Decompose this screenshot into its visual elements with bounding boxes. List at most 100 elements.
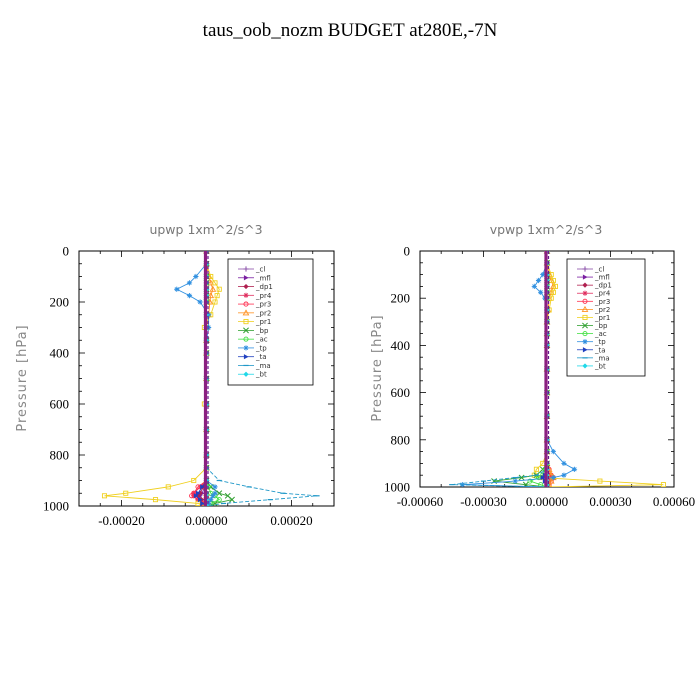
legend-label: _pr4 — [594, 290, 611, 298]
legend-marker — [243, 275, 249, 281]
data-point — [571, 466, 578, 472]
x-tick-label: 0.00000 — [185, 513, 227, 528]
data-point — [527, 478, 533, 484]
data-point — [152, 497, 159, 503]
legend: _cl_mfl_dp1_pr4_pr3_pr2_pr1_bp_ac_tp_ta_… — [227, 258, 314, 386]
legend-marker — [243, 283, 249, 290]
legend-marker — [243, 319, 249, 325]
legend-label: _bt — [255, 371, 267, 379]
data-point — [212, 484, 218, 490]
legend-label: _bt — [594, 362, 606, 370]
data-point — [212, 490, 218, 496]
x-tick-label: -0.00030 — [460, 494, 507, 509]
data-point — [216, 490, 223, 497]
data-point — [552, 283, 558, 289]
legend-label: _bp — [594, 322, 608, 330]
data-point — [550, 277, 556, 284]
series-line-bp — [494, 251, 548, 487]
legend-label: _ac — [255, 336, 268, 344]
legend-marker — [582, 266, 588, 272]
x-tick-label: 0.00020 — [270, 513, 312, 528]
series-group — [101, 251, 320, 506]
data-point — [195, 484, 201, 490]
legend-marker — [243, 371, 249, 377]
x-tick-label: -0.00060 — [397, 494, 444, 509]
y-axis-label: Pressure [hPa] — [15, 324, 30, 431]
legend-marker — [582, 331, 588, 337]
legend-label: _dp1 — [255, 283, 273, 291]
data-point — [550, 474, 556, 481]
y-tick-label: 600 — [391, 385, 411, 400]
figure-title: taus_oob_nozm BUDGET at280E,-7N — [202, 20, 498, 41]
legend-label: _ma — [255, 362, 271, 370]
data-point — [197, 299, 203, 305]
legend-marker — [582, 298, 588, 304]
data-point — [200, 484, 205, 490]
y-tick-label: 600 — [50, 397, 70, 412]
legend-marker — [581, 305, 589, 312]
legend-marker — [243, 336, 249, 342]
legend-label: _ta — [255, 353, 267, 361]
legend-label: _bp — [255, 327, 269, 335]
legend-label: _pr1 — [255, 318, 271, 326]
data-point — [208, 497, 214, 503]
y-tick-label: 200 — [50, 295, 70, 310]
x-tick-label: 0.00030 — [589, 494, 631, 509]
data-point — [165, 484, 171, 490]
legend-marker — [582, 339, 588, 345]
series-line-pr1 — [104, 251, 220, 506]
data-point — [212, 299, 218, 305]
legend-label: _mfl — [255, 274, 271, 282]
legend-marker — [582, 282, 588, 288]
legend-marker — [243, 354, 249, 360]
x-tick-label: -0.00020 — [98, 513, 145, 528]
data-point — [207, 292, 215, 299]
data-point — [533, 466, 539, 472]
x-tick-label: 0.00000 — [526, 494, 568, 509]
data-point — [512, 478, 518, 484]
data-point — [538, 289, 544, 295]
data-point — [186, 293, 193, 299]
legend-label: _pr1 — [594, 314, 610, 322]
legend-label: _cl — [594, 266, 604, 274]
data-point — [214, 293, 220, 299]
data-point — [123, 490, 129, 496]
legend-marker — [582, 314, 588, 320]
data-point — [209, 285, 217, 292]
legend-label: _tp — [594, 338, 606, 346]
data-point — [193, 273, 199, 280]
y-tick-label: 400 — [391, 338, 411, 353]
data-point — [101, 493, 108, 499]
legend-label: _pr4 — [255, 292, 272, 300]
data-point — [193, 493, 199, 499]
data-point — [540, 272, 546, 278]
legend-marker — [582, 363, 588, 369]
legend-label: _dp1 — [594, 282, 612, 290]
series-line-tp — [175, 251, 216, 506]
legend-marker — [582, 347, 588, 353]
data-point — [191, 477, 197, 484]
data-point — [210, 493, 216, 499]
data-point — [229, 496, 235, 503]
legend: _cl_mfl_dp1_pr4_pr3_pr2_pr1_bp_ac_tp_ta_… — [566, 258, 646, 377]
legend-marker — [242, 309, 250, 316]
legend-marker — [582, 322, 588, 329]
data-point — [531, 283, 537, 289]
legend-label: _tp — [255, 344, 267, 352]
legend-marker — [243, 345, 249, 351]
upwp-panel: upwp 1xm^2/s^3 Pressure [hPa] 0 200 400 600 80… — [15, 222, 335, 528]
data-point — [189, 493, 195, 499]
data-point — [597, 478, 603, 484]
data-point — [561, 460, 567, 466]
data-point — [550, 289, 556, 295]
y-tick-label: 800 — [391, 432, 411, 447]
legend-label: _pr2 — [255, 309, 271, 317]
y-axis-label: Pressure [hPa] — [370, 314, 385, 421]
data-point — [186, 280, 193, 286]
data-point — [660, 482, 666, 487]
legend-label: _ac — [594, 330, 607, 338]
legend-marker — [243, 327, 249, 334]
data-point — [518, 474, 525, 481]
legend-marker — [582, 274, 588, 280]
